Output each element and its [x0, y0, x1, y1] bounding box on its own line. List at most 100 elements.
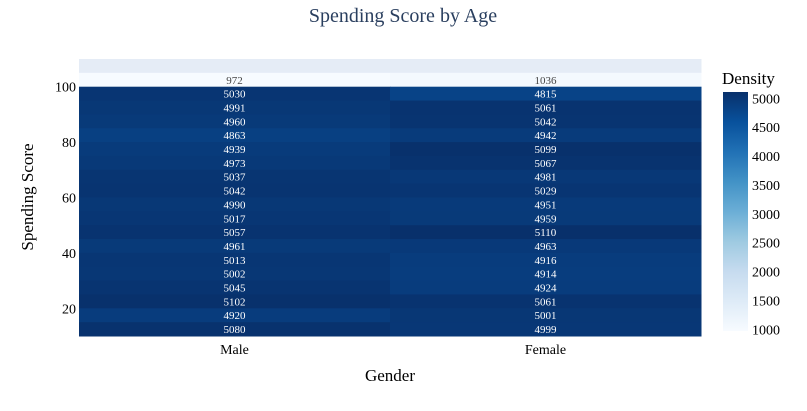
cell-value-label: 4991 — [224, 102, 246, 114]
colorbar-ticks: 1000 1500 2000 2500 3000 3500 4000 4500 5000 — [752, 92, 780, 338]
heatmap-cell — [79, 294, 391, 309]
colorbar-tick-label: 3500 — [752, 179, 780, 194]
y-tick-label: 60 — [62, 192, 76, 207]
x-axis-label: Gender — [365, 366, 415, 385]
heatmap-cell — [79, 128, 391, 143]
colorbar-tick-label: 4500 — [752, 121, 780, 136]
colorbar-tick-label: 1000 — [752, 323, 780, 338]
cell-value-label: 5057 — [224, 227, 247, 239]
heatmap-cell — [79, 252, 391, 268]
heatmap-cell — [79, 308, 391, 323]
heatmap-cell — [390, 280, 702, 295]
cell-value-label: 5037 — [224, 172, 247, 184]
y-axis-label: Spending Score — [18, 143, 37, 250]
colorbar-tick-label: 1500 — [752, 295, 780, 310]
colorbar-tick-label: 4000 — [752, 150, 780, 165]
cell-value-label: 4939 — [224, 144, 247, 156]
heatmap-cell — [390, 197, 702, 212]
heatmap-cell — [390, 142, 702, 157]
cell-value-label: 5099 — [535, 144, 558, 156]
cell-value-label: 4942 — [535, 130, 557, 142]
cell-value-label: 4924 — [535, 283, 558, 295]
cell-value-label: 5061 — [535, 102, 557, 114]
y-tick-label: 80 — [62, 136, 76, 151]
cell-value-label: 4863 — [224, 130, 247, 142]
cell-value-label: 1036 — [535, 75, 558, 87]
heatmap-cell — [79, 239, 391, 254]
heatmap-cell — [79, 280, 391, 295]
cell-value-label: 4920 — [224, 310, 247, 322]
heatmap-cell — [79, 142, 391, 157]
cell-value-label: 4981 — [535, 172, 557, 184]
heatmap-cell — [390, 59, 702, 74]
heatmap-cell — [390, 72, 702, 88]
cell-value-label: 4815 — [535, 89, 558, 101]
x-tick-label: Female — [525, 343, 566, 358]
cell-value-label: 5042 — [535, 116, 557, 128]
cell-value-label: 5002 — [224, 269, 246, 281]
heatmap-cell — [79, 86, 391, 102]
x-tick-label: Male — [220, 343, 249, 358]
heatmap-cell — [390, 322, 702, 337]
y-tick-label: 40 — [62, 247, 76, 262]
heatmap-cell — [390, 183, 702, 198]
y-tick-label: 100 — [55, 81, 76, 96]
colorbar-title: Density — [722, 69, 775, 88]
cell-value-label: 5110 — [535, 227, 557, 239]
heatmap-cell — [390, 169, 702, 185]
cell-value-label: 4916 — [535, 255, 558, 267]
heatmap-cell — [79, 183, 391, 198]
heatmap-cell — [390, 266, 702, 282]
cell-value-label: 4959 — [535, 213, 558, 225]
cell-value-label: 4914 — [535, 269, 558, 281]
heatmap-cell — [79, 72, 391, 88]
heatmap-cell — [390, 294, 702, 309]
cell-value-label: 5061 — [535, 296, 557, 308]
heatmap-cell — [79, 225, 391, 240]
y-tick-label: 20 — [62, 302, 76, 317]
heatmap-cell — [79, 114, 391, 129]
heatmap-cell — [79, 169, 391, 185]
cell-value-label: 4999 — [535, 324, 558, 336]
heatmap-cell — [390, 100, 702, 115]
heatmap-cell — [390, 128, 702, 143]
cell-value-label: 4951 — [535, 199, 557, 211]
cell-value-label: 5013 — [224, 255, 247, 267]
cell-value-label: 972 — [226, 75, 243, 87]
heatmap-cell — [390, 155, 702, 171]
cell-value-label: 4973 — [224, 158, 247, 170]
cell-value-label: 5067 — [535, 158, 558, 170]
heatmap-cell — [390, 86, 702, 102]
cell-value-label: 4963 — [535, 241, 558, 253]
heatmap-cell — [390, 225, 702, 240]
chart-title: Spending Score by Age — [309, 5, 497, 27]
y-axis-ticks: 20 40 60 80 100 — [55, 81, 76, 318]
heatmap-cell — [79, 211, 391, 226]
heatmap-cell-labels: 972 1036 5030 4815 4991 5061 4960 5042 4863 4942 4… — [224, 75, 558, 336]
heatmap-cell — [79, 266, 391, 282]
cell-value-label: 5045 — [224, 283, 247, 295]
cell-value-label: 4960 — [224, 116, 247, 128]
heatmap-cell — [79, 100, 391, 115]
x-axis-ticks: Male Female — [220, 343, 566, 358]
cell-value-label: 5001 — [535, 310, 557, 322]
cell-value-label: 5080 — [224, 324, 247, 336]
heatmap-cells — [79, 59, 702, 337]
cell-value-label: 5030 — [224, 89, 247, 101]
colorbar-tick-label: 2000 — [752, 266, 780, 281]
cell-value-label: 5102 — [224, 296, 246, 308]
heatmap-cell — [390, 308, 702, 323]
colorbar: Density 1000 1500 2000 2500 3000 3500 4000 4500… — [722, 69, 780, 338]
cell-value-label: 4990 — [224, 199, 247, 211]
heatmap-cell — [390, 239, 702, 254]
heatmap-cell — [79, 322, 391, 337]
colorbar-tick-label: 3000 — [752, 208, 780, 223]
cell-value-label: 5029 — [535, 186, 558, 198]
heatmap-cell — [79, 59, 391, 74]
heatmap-cell — [390, 114, 702, 129]
cell-value-label: 5042 — [224, 186, 246, 198]
heatmap-cell — [390, 211, 702, 226]
heatmap-cell — [79, 155, 391, 171]
colorbar-tick-label: 2500 — [752, 237, 780, 252]
